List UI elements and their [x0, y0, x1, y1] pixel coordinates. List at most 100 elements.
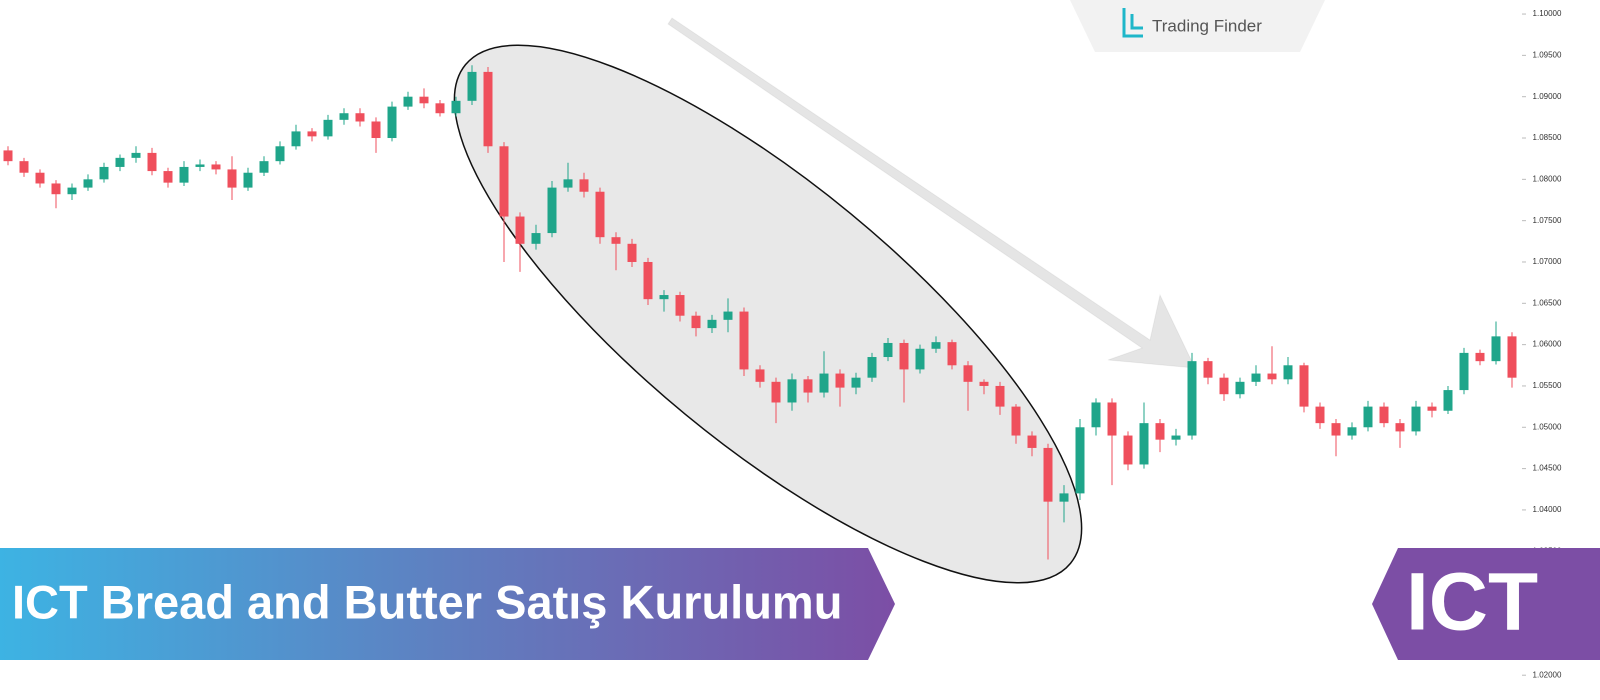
candle-body: [1379, 406, 1389, 424]
candle-body: [723, 311, 733, 320]
candle-body: [1283, 365, 1293, 380]
candle-body: [899, 342, 909, 370]
candle-body: [931, 342, 941, 349]
candle-body: [803, 379, 813, 393]
candle-body: [851, 377, 861, 388]
candle-body: [579, 179, 589, 192]
candle-body: [307, 131, 317, 137]
y-tick-label: 1.05000: [1533, 422, 1562, 431]
candle-body: [147, 152, 157, 172]
candle-body: [995, 385, 1005, 407]
candle-body: [1235, 381, 1245, 395]
badge-box: [1372, 548, 1600, 660]
candle-body: [691, 315, 701, 329]
candle-body: [1027, 435, 1037, 448]
candle-body: [643, 261, 653, 300]
candle-body: [1267, 373, 1277, 380]
candle-body: [1219, 377, 1229, 395]
candle-body: [1507, 336, 1517, 378]
candle-body: [883, 342, 893, 358]
y-tick-label: 1.09500: [1533, 50, 1562, 59]
y-tick-label: 1.04500: [1533, 464, 1562, 473]
candle-body: [323, 119, 333, 137]
candle-body: [467, 71, 477, 101]
candle-body: [291, 131, 301, 147]
candle-body: [675, 295, 685, 316]
y-tick-label: 1.08500: [1533, 133, 1562, 142]
candle-body: [531, 233, 541, 244]
candle-body: [483, 71, 493, 147]
candle-body: [419, 96, 429, 104]
y-tick-label: 1.07500: [1533, 216, 1562, 225]
candle-body: [755, 369, 765, 382]
candle-body: [1203, 361, 1213, 378]
candle-body: [1443, 390, 1453, 411]
candle-body: [547, 187, 557, 234]
candle-body: [179, 166, 189, 183]
candle-body: [1075, 427, 1085, 494]
candle-body: [1315, 406, 1325, 424]
candle-body: [1459, 352, 1469, 391]
candle-body: [243, 172, 253, 188]
candle-body: [115, 157, 125, 167]
candle-body: [3, 150, 13, 162]
candle-body: [195, 164, 205, 167]
plot: [3, 65, 1517, 560]
candle-body: [595, 191, 605, 238]
candle-body: [339, 113, 349, 120]
candle-body: [1187, 361, 1197, 436]
title-banner: [0, 548, 895, 660]
candle-body: [1091, 402, 1101, 428]
candle-body: [515, 216, 525, 244]
candle-body: [227, 169, 237, 188]
banner-title: ICT Bread and Butter Satış Kurulumu: [12, 575, 842, 628]
candle-body: [1491, 336, 1501, 362]
candle-body: [915, 348, 925, 370]
candle-body: [627, 243, 637, 262]
candle-body: [1395, 423, 1405, 432]
y-tick-label: 1.04000: [1533, 505, 1562, 514]
candle-body: [771, 381, 781, 403]
y-tick-label: 1.08000: [1533, 174, 1562, 183]
candle-body: [387, 106, 397, 139]
logo-text: Trading Finder: [1152, 16, 1262, 35]
candle-body: [1107, 402, 1117, 436]
candle-body: [867, 357, 877, 378]
candle-body: [1299, 365, 1309, 407]
y-tick-label: 1.06000: [1533, 340, 1562, 349]
candle-body: [659, 295, 669, 300]
candle-body: [1011, 406, 1021, 436]
y-tick-label: 1.10000: [1533, 9, 1562, 18]
candle-body: [963, 365, 973, 382]
candle-body: [819, 373, 829, 393]
candle-body: [355, 113, 365, 122]
candle-body: [67, 187, 77, 195]
logo-box: [1070, 0, 1325, 52]
candle-body: [211, 164, 221, 170]
candle-body: [1139, 423, 1149, 465]
candle-body: [19, 161, 29, 173]
candle-body: [499, 146, 509, 217]
candle-body: [1123, 435, 1133, 465]
candle-body: [259, 161, 269, 173]
candle-body: [1427, 406, 1437, 411]
y-tick-label: 1.05500: [1533, 381, 1562, 390]
badge-text: ICT: [1406, 557, 1538, 648]
candle-body: [979, 381, 989, 386]
candle-body: [1171, 435, 1181, 440]
candle-body: [1363, 406, 1373, 428]
logo-icon: [1122, 8, 1143, 38]
candle-body: [35, 172, 45, 184]
candle-body: [1475, 352, 1485, 362]
candle-body: [1251, 373, 1261, 382]
candle-body: [83, 179, 93, 188]
candle-body: [1059, 493, 1069, 502]
candle-body: [1043, 447, 1053, 502]
candle-body: [51, 183, 61, 195]
y-tick-label: 1.02000: [1533, 670, 1562, 679]
y-tick-label: 1.06500: [1533, 298, 1562, 307]
trend-arrow: [667, 17, 1196, 369]
candle-body: [1411, 406, 1421, 432]
candle-body: [1155, 423, 1165, 440]
